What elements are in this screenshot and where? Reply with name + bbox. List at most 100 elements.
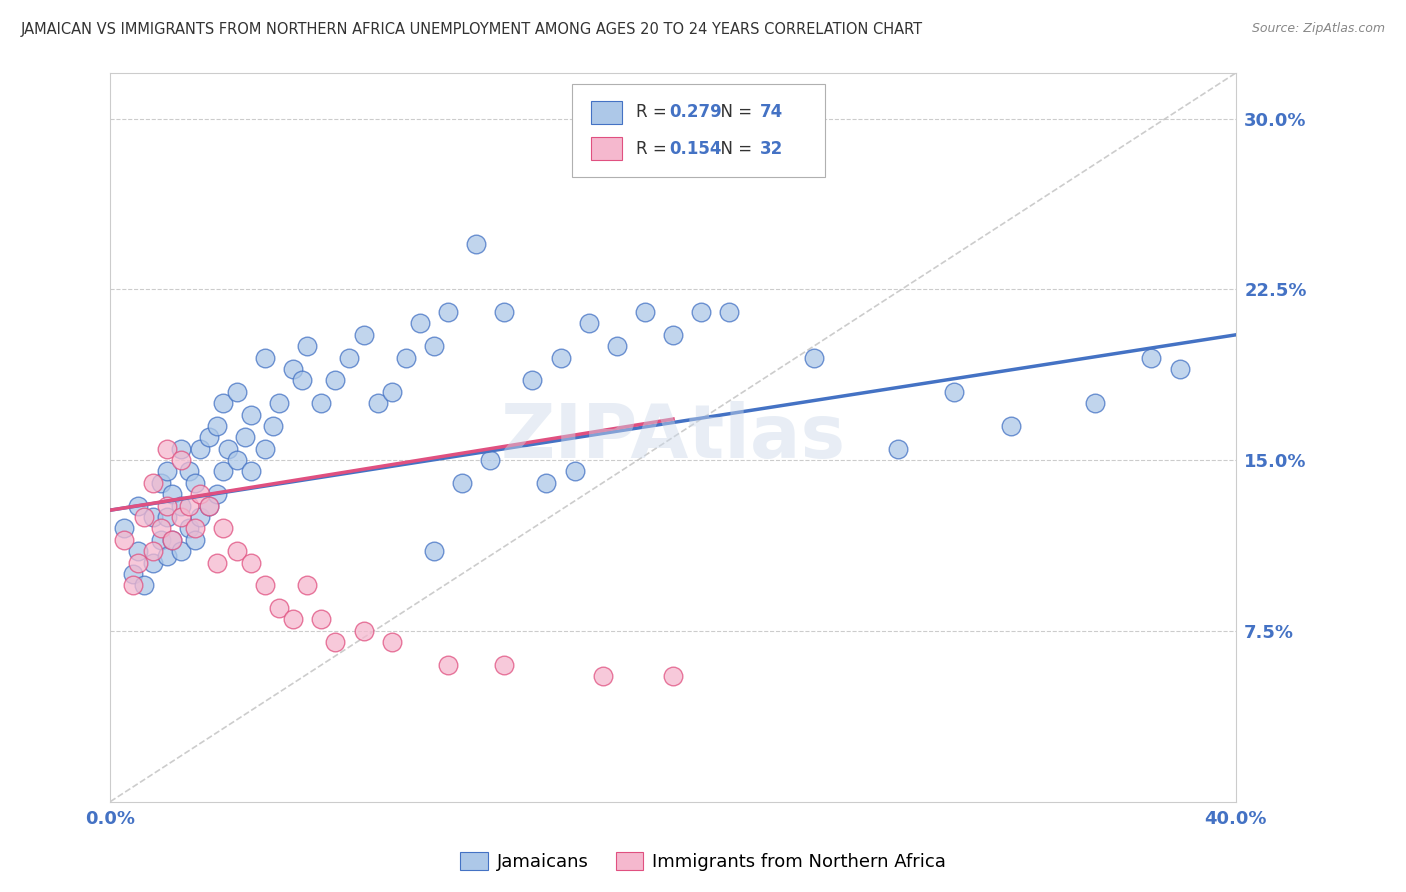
Point: [325, 373, 347, 387]
Point: [311, 612, 333, 626]
Point: [887, 442, 910, 456]
Text: 74: 74: [759, 103, 783, 121]
Point: [197, 499, 219, 513]
Point: [1140, 351, 1163, 365]
Point: [240, 556, 263, 570]
Point: [188, 442, 211, 456]
Point: [160, 533, 183, 547]
Point: [177, 521, 200, 535]
Point: [353, 327, 375, 342]
Text: ZIPAtlas: ZIPAtlas: [501, 401, 845, 474]
Point: [1000, 418, 1022, 433]
Point: [127, 499, 149, 513]
Point: [494, 658, 516, 673]
Point: [479, 453, 502, 467]
Point: [606, 339, 628, 353]
FancyBboxPatch shape: [591, 101, 623, 124]
Point: [141, 556, 163, 570]
FancyBboxPatch shape: [572, 84, 825, 178]
Point: [803, 351, 825, 365]
Point: [662, 327, 685, 342]
Point: [536, 475, 558, 490]
Point: [353, 624, 375, 638]
Point: [578, 317, 600, 331]
Point: [141, 510, 163, 524]
Point: [197, 499, 219, 513]
Text: Source: ZipAtlas.com: Source: ZipAtlas.com: [1251, 22, 1385, 36]
Text: N =: N =: [710, 103, 758, 121]
Point: [226, 384, 249, 399]
Point: [155, 442, 177, 456]
Point: [269, 396, 291, 410]
Point: [718, 305, 741, 319]
Point: [465, 236, 488, 251]
Point: [160, 487, 183, 501]
Point: [423, 339, 446, 353]
Point: [218, 442, 240, 456]
Point: [297, 339, 319, 353]
Point: [177, 499, 200, 513]
Point: [121, 566, 143, 581]
Point: [183, 521, 205, 535]
Point: [437, 305, 460, 319]
Point: [169, 510, 191, 524]
Point: [132, 510, 155, 524]
Point: [263, 418, 285, 433]
Point: [141, 475, 163, 490]
Point: [240, 465, 263, 479]
Point: [339, 351, 361, 365]
FancyBboxPatch shape: [591, 137, 623, 161]
Point: [325, 635, 347, 649]
Point: [177, 465, 200, 479]
Point: [409, 317, 432, 331]
Point: [127, 544, 149, 558]
Point: [269, 601, 291, 615]
Point: [160, 533, 183, 547]
Point: [564, 465, 586, 479]
Point: [149, 521, 172, 535]
Point: [155, 549, 177, 563]
Point: [522, 373, 544, 387]
Point: [141, 544, 163, 558]
Point: [1084, 396, 1107, 410]
Point: [381, 384, 404, 399]
Point: [132, 578, 155, 592]
Point: [169, 544, 191, 558]
Point: [205, 487, 228, 501]
Point: [188, 487, 211, 501]
Text: 0.279: 0.279: [669, 103, 723, 121]
Point: [183, 533, 205, 547]
Point: [550, 351, 572, 365]
Text: R =: R =: [636, 140, 672, 158]
Point: [254, 351, 277, 365]
Point: [155, 465, 177, 479]
Point: [690, 305, 713, 319]
Point: [283, 362, 305, 376]
Point: [205, 556, 228, 570]
Point: [437, 658, 460, 673]
Point: [112, 533, 135, 547]
Point: [169, 499, 191, 513]
Point: [211, 396, 233, 410]
Text: 32: 32: [759, 140, 783, 158]
Point: [297, 578, 319, 592]
Point: [592, 669, 614, 683]
Point: [127, 556, 149, 570]
Point: [155, 499, 177, 513]
Point: [149, 475, 172, 490]
Point: [494, 305, 516, 319]
Point: [149, 533, 172, 547]
Point: [169, 453, 191, 467]
Legend: Jamaicans, Immigrants from Northern Africa: Jamaicans, Immigrants from Northern Afri…: [453, 845, 953, 879]
Point: [183, 475, 205, 490]
Point: [155, 510, 177, 524]
Point: [634, 305, 657, 319]
Point: [943, 384, 966, 399]
Point: [254, 578, 277, 592]
Text: JAMAICAN VS IMMIGRANTS FROM NORTHERN AFRICA UNEMPLOYMENT AMONG AGES 20 TO 24 YEA: JAMAICAN VS IMMIGRANTS FROM NORTHERN AFR…: [21, 22, 924, 37]
Point: [367, 396, 389, 410]
Point: [1168, 362, 1191, 376]
Point: [451, 475, 474, 490]
Point: [662, 669, 685, 683]
Point: [121, 578, 143, 592]
